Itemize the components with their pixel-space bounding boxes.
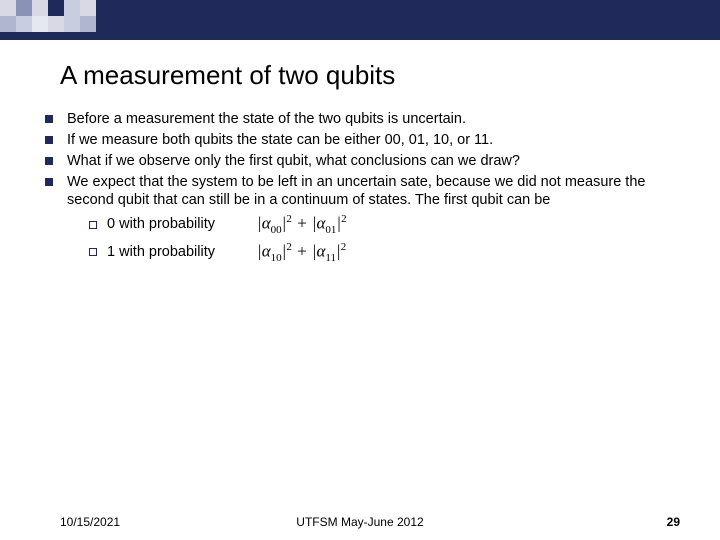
footer-page-number: 29 (667, 515, 680, 529)
bullet-text: We expect that the system to be left in … (67, 173, 685, 267)
bullet-item: What if we observe only the first qubit,… (45, 152, 685, 171)
sub-bullet-text: 1 with probability (107, 243, 237, 262)
square-bullet-icon (45, 136, 53, 144)
square-bullet-icon (45, 178, 53, 186)
sub-bullet-text: 0 with probability (107, 215, 237, 234)
bullet-item: Before a measurement the state of the tw… (45, 110, 685, 129)
sub-bullet-item: 1 with probability |α10|2 + |α11|2 (89, 240, 685, 265)
content-area: Before a measurement the state of the tw… (45, 110, 685, 269)
bullet-text: Before a measurement the state of the tw… (67, 110, 466, 129)
bullet-text: If we measure both qubits the state can … (67, 131, 493, 150)
square-bullet-icon (45, 157, 53, 165)
hollow-square-bullet-icon (89, 221, 97, 229)
footer-date: 10/15/2021 (60, 515, 120, 529)
bullet-item: We expect that the system to be left in … (45, 173, 685, 267)
bullet-item: If we measure both qubits the state can … (45, 131, 685, 150)
formula: |α00|2 + |α01|2 (257, 212, 347, 237)
square-bullet-icon (45, 115, 53, 123)
sub-bullet-item: 0 with probability |α00|2 + |α01|2 (89, 212, 685, 237)
bullet-text: What if we observe only the first qubit,… (67, 152, 520, 171)
footer-center: UTFSM May-June 2012 (296, 515, 423, 529)
hollow-square-bullet-icon (89, 248, 97, 256)
formula: |α10|2 + |α11|2 (257, 240, 346, 265)
slide-title: A measurement of two qubits (60, 60, 395, 91)
header-decoration (0, 0, 96, 32)
header-bar (0, 0, 720, 40)
